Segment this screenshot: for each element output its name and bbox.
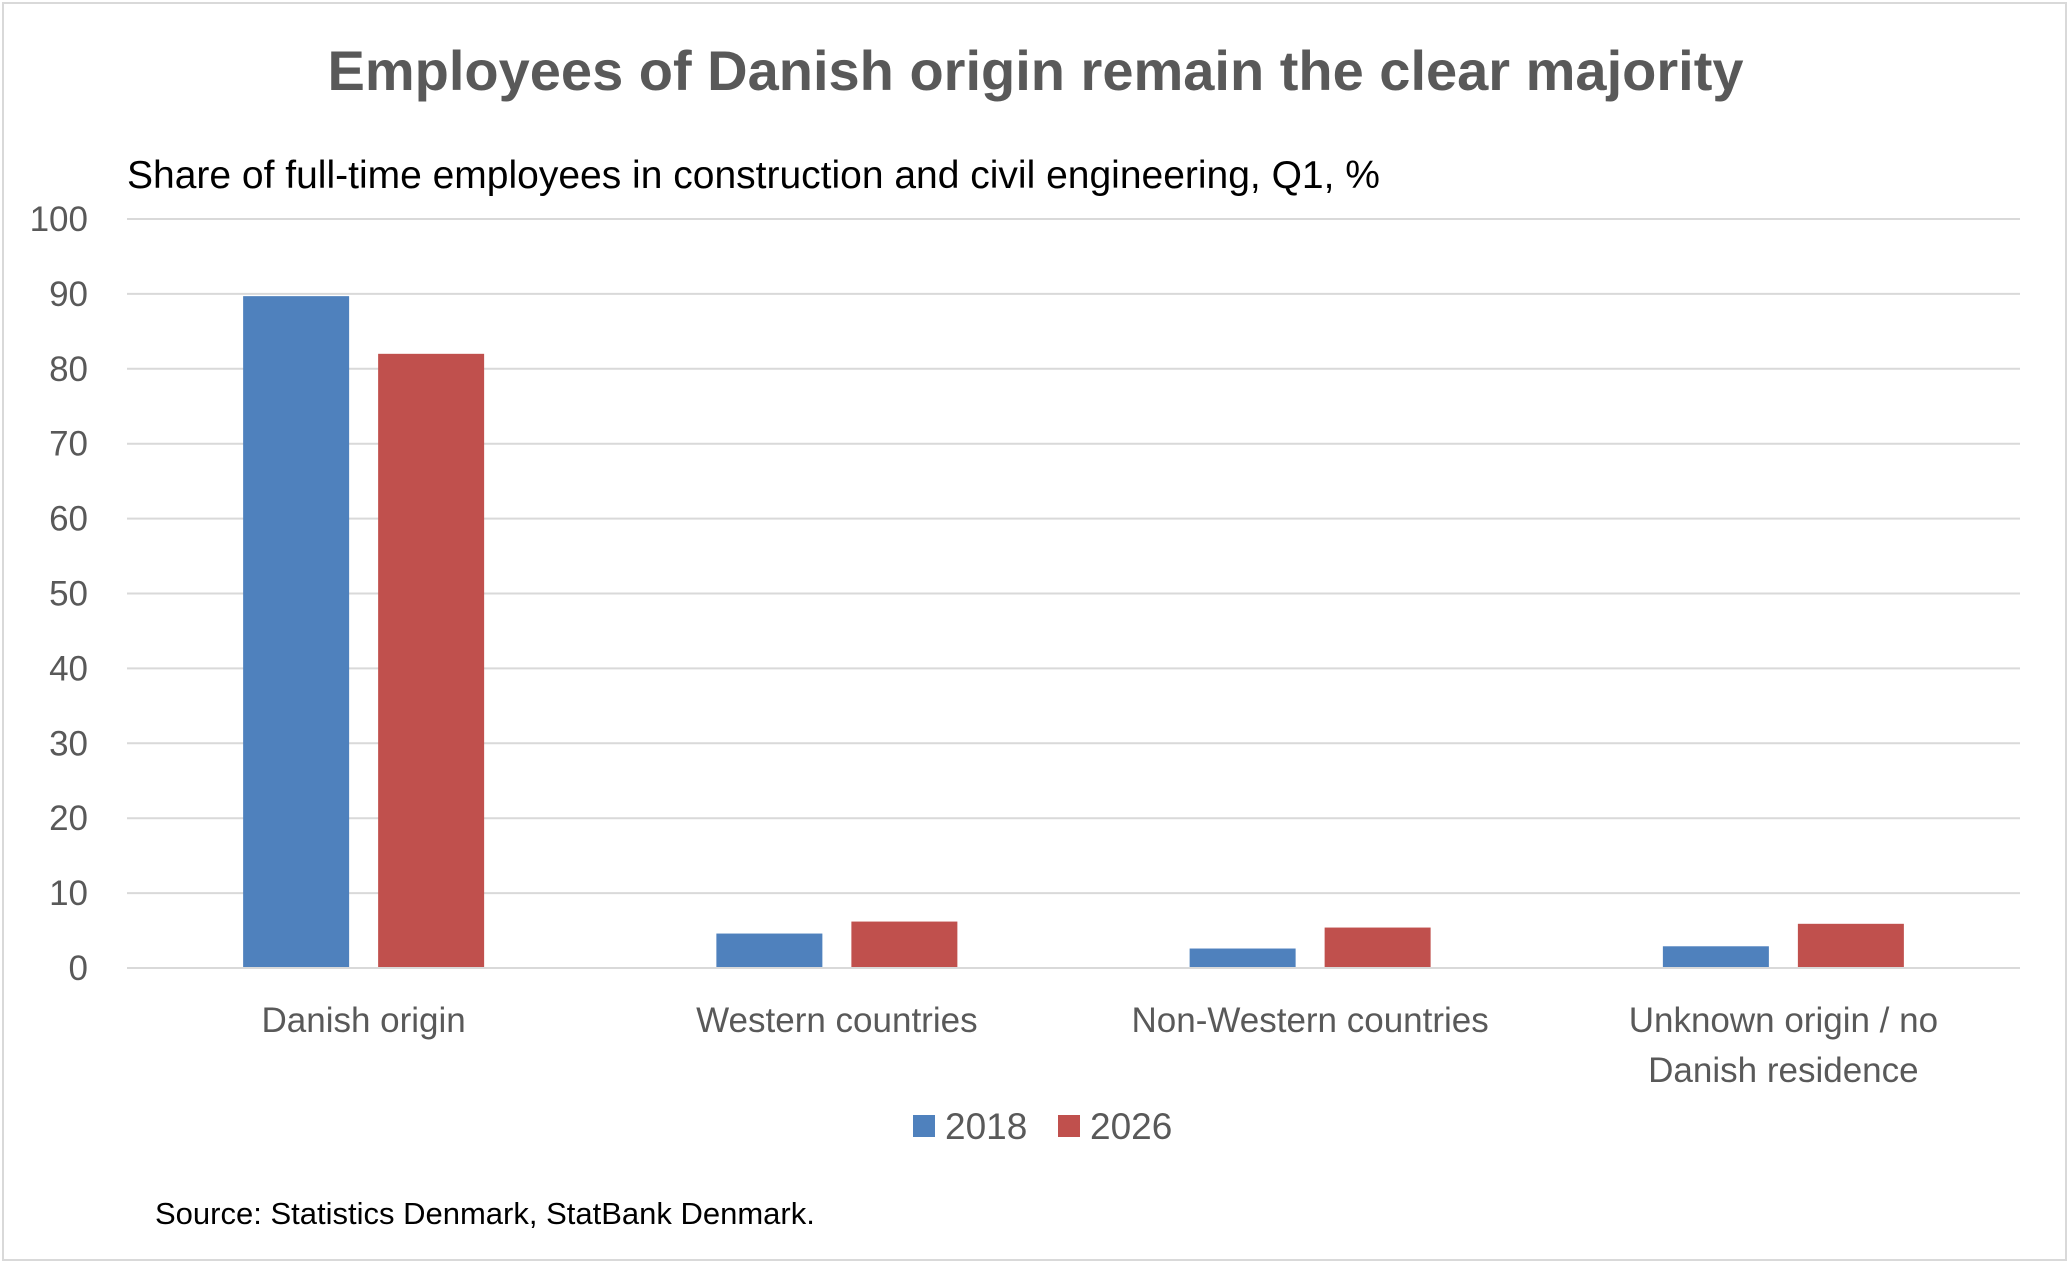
y-tick-label: 40 — [49, 649, 88, 688]
x-tick-label: Danish residence — [1648, 1051, 1918, 1090]
bar-2026 — [1797, 923, 1904, 968]
x-tick-label: Western countries — [696, 1001, 977, 1040]
legend-label: 2018 — [945, 1106, 1027, 1147]
bar-2018 — [243, 296, 350, 969]
bar-2026 — [851, 921, 958, 968]
x-tick-label: Danish origin — [261, 1001, 465, 1040]
chart-subtitle: Share of full-time employees in construc… — [127, 154, 1380, 197]
bar-2018 — [716, 933, 823, 968]
legend-swatch-2026 — [1058, 1115, 1080, 1137]
y-tick-label: 20 — [49, 799, 88, 838]
y-tick-label: 50 — [49, 575, 88, 614]
x-tick-label: Non-Western countries — [1131, 1001, 1488, 1040]
y-tick-label: 90 — [49, 275, 88, 314]
bar-2018 — [1662, 946, 1769, 968]
bar-2026 — [1324, 927, 1431, 968]
y-tick-label: 80 — [49, 350, 88, 389]
bar-2018 — [1189, 948, 1296, 968]
chart-title: Employees of Danish origin remain the cl… — [327, 39, 1744, 102]
x-tick-label: Unknown origin / no — [1629, 1001, 1938, 1040]
y-tick-label: 60 — [49, 500, 88, 539]
y-tick-label: 0 — [69, 949, 88, 988]
legend-swatch-2018 — [913, 1115, 935, 1137]
y-tick-label: 10 — [49, 874, 88, 913]
y-tick-label: 70 — [49, 425, 88, 464]
bar-2026 — [378, 353, 485, 968]
legend-label: 2026 — [1090, 1106, 1172, 1147]
y-tick-label: 30 — [49, 724, 88, 763]
y-tick-label: 100 — [30, 200, 88, 239]
chart-source: Source: Statistics Denmark, StatBank Den… — [155, 1196, 815, 1231]
